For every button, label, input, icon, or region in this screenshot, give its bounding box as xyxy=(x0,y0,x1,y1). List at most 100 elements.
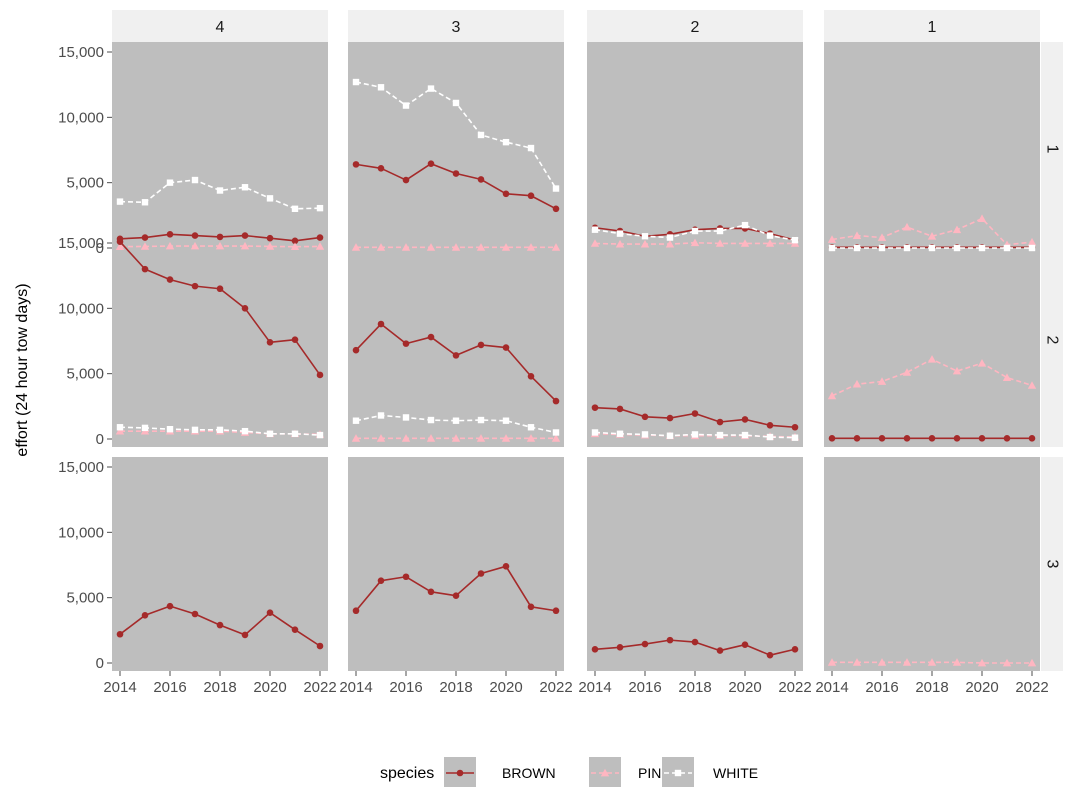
data-point-brown-2020 xyxy=(978,435,986,442)
data-point-pink-2019 xyxy=(476,243,486,251)
data-point-brown-2017 xyxy=(903,435,911,442)
panel-background-row-1-col-1 xyxy=(824,42,1040,256)
data-point-white-2021 xyxy=(1003,244,1011,252)
triangle-marker-icon xyxy=(600,768,610,777)
panel-row-2-col-3 xyxy=(351,320,561,442)
data-point-white-2017 xyxy=(427,85,435,92)
data-point-brown-2021 xyxy=(527,192,535,200)
data-point-white-2020 xyxy=(266,195,274,202)
y-tick-label: 5,000 xyxy=(66,590,104,607)
panel-background-row-3-col-4 xyxy=(112,457,328,671)
x-tick-label: 2016 xyxy=(389,679,422,696)
data-point-brown-2020 xyxy=(266,339,274,346)
data-point-white-2018 xyxy=(928,244,936,252)
data-point-brown-2021 xyxy=(291,336,299,343)
data-point-white-2020 xyxy=(266,430,274,437)
y-tick-label: 0 xyxy=(96,431,104,448)
data-point-pink-2014 xyxy=(115,242,125,251)
data-point-pink-2020 xyxy=(265,242,275,250)
data-point-brown-2022 xyxy=(791,423,799,431)
data-point-pink-2017 xyxy=(902,368,912,376)
data-point-brown-2016 xyxy=(402,340,410,347)
data-point-white-2017 xyxy=(903,244,911,252)
data-point-white-2017 xyxy=(191,426,199,434)
data-point-brown-2021 xyxy=(291,626,299,633)
facet-strip-col-3 xyxy=(348,10,564,42)
square-marker-icon xyxy=(674,769,682,777)
x-tick-label: 2014 xyxy=(339,679,372,696)
data-point-brown-2019 xyxy=(953,435,961,442)
facet-strip-label-row-2: 2 xyxy=(1044,336,1061,345)
data-point-brown-2015 xyxy=(377,577,385,584)
legend-label-brown: BROWN xyxy=(502,765,556,781)
data-point-pink-2018 xyxy=(451,243,461,251)
data-point-pink-2019 xyxy=(952,366,962,375)
y-tick-label: 10,000 xyxy=(58,524,104,541)
data-point-brown-2014 xyxy=(352,346,360,354)
data-point-white-2016 xyxy=(402,414,410,421)
data-point-pink-2022 xyxy=(551,434,561,442)
y-tick-label: 15,000 xyxy=(58,459,104,476)
data-point-brown-2022 xyxy=(316,371,324,379)
data-point-brown-2015 xyxy=(377,320,385,328)
panel-background-row-2-col-1 xyxy=(824,233,1040,447)
data-point-brown-2018 xyxy=(216,621,224,629)
data-point-pink-2017 xyxy=(902,222,912,231)
facet-strip-label-row-1: 1 xyxy=(1044,145,1061,154)
data-point-brown-2014 xyxy=(116,630,124,638)
data-point-pink-2020 xyxy=(740,239,750,247)
x-tick-label: 2022 xyxy=(1015,679,1048,696)
facet-panels: 4 3 2 112305,00010,00015,00005,00010,00015,… xyxy=(58,10,1063,696)
data-point-brown-2016 xyxy=(402,176,410,184)
data-point-white-2015 xyxy=(141,424,149,432)
data-point-brown-2015 xyxy=(853,435,861,442)
panel-background-row-1-col-2 xyxy=(587,42,803,256)
data-point-brown-2020 xyxy=(741,641,749,649)
data-point-brown-2019 xyxy=(241,232,249,239)
x-tick-label: 2018 xyxy=(678,679,711,696)
data-point-pink-2021 xyxy=(1002,373,1012,381)
data-point-white-2014 xyxy=(116,424,124,431)
legend-key-pink xyxy=(589,757,621,787)
data-point-pink-2015 xyxy=(376,243,386,251)
circle-marker-icon xyxy=(456,769,464,777)
data-point-brown-2021 xyxy=(291,237,299,245)
data-point-white-2017 xyxy=(666,234,674,241)
data-point-white-2022 xyxy=(316,204,324,212)
data-point-pink-2015 xyxy=(852,658,862,666)
data-point-white-2016 xyxy=(641,431,649,438)
data-point-white-2015 xyxy=(377,412,385,419)
data-point-brown-2015 xyxy=(141,612,149,619)
data-point-brown-2014 xyxy=(352,161,360,168)
x-tick-label: 2020 xyxy=(728,679,761,696)
data-point-brown-2021 xyxy=(766,421,774,429)
data-point-brown-2015 xyxy=(141,265,149,273)
legend-key-white xyxy=(662,757,694,787)
data-point-brown-2014 xyxy=(828,435,836,442)
data-point-pink-2020 xyxy=(977,359,987,367)
y-tick-label: 5,000 xyxy=(66,366,104,383)
data-point-pink-2017 xyxy=(665,239,675,248)
data-point-white-2014 xyxy=(591,429,599,436)
data-point-pink-2016 xyxy=(401,243,411,251)
data-point-white-2014 xyxy=(352,417,360,424)
data-point-pink-2015 xyxy=(615,239,625,248)
data-point-pink-2016 xyxy=(640,239,650,248)
x-tick-label: 2018 xyxy=(439,679,472,696)
panel-background-row-3-col-1 xyxy=(824,457,1040,671)
data-point-white-2022 xyxy=(791,236,799,244)
data-point-white-2015 xyxy=(616,430,624,437)
data-point-brown-2019 xyxy=(241,631,249,639)
data-point-brown-2017 xyxy=(666,636,674,644)
data-point-brown-2017 xyxy=(427,588,435,596)
data-point-white-2019 xyxy=(241,184,249,191)
panel-row-1-col-2 xyxy=(590,221,800,248)
y-axis-title: effort (24 hour tow days) xyxy=(14,283,31,456)
data-point-pink-2020 xyxy=(977,214,987,222)
legend: species BROWN PINK WHITE xyxy=(380,757,758,787)
y-tick-label: 5,000 xyxy=(66,175,104,192)
data-point-pink-2021 xyxy=(526,434,536,442)
data-point-brown-2020 xyxy=(741,416,749,423)
data-point-brown-2014 xyxy=(591,404,599,411)
x-tick-label: 2020 xyxy=(965,679,998,696)
